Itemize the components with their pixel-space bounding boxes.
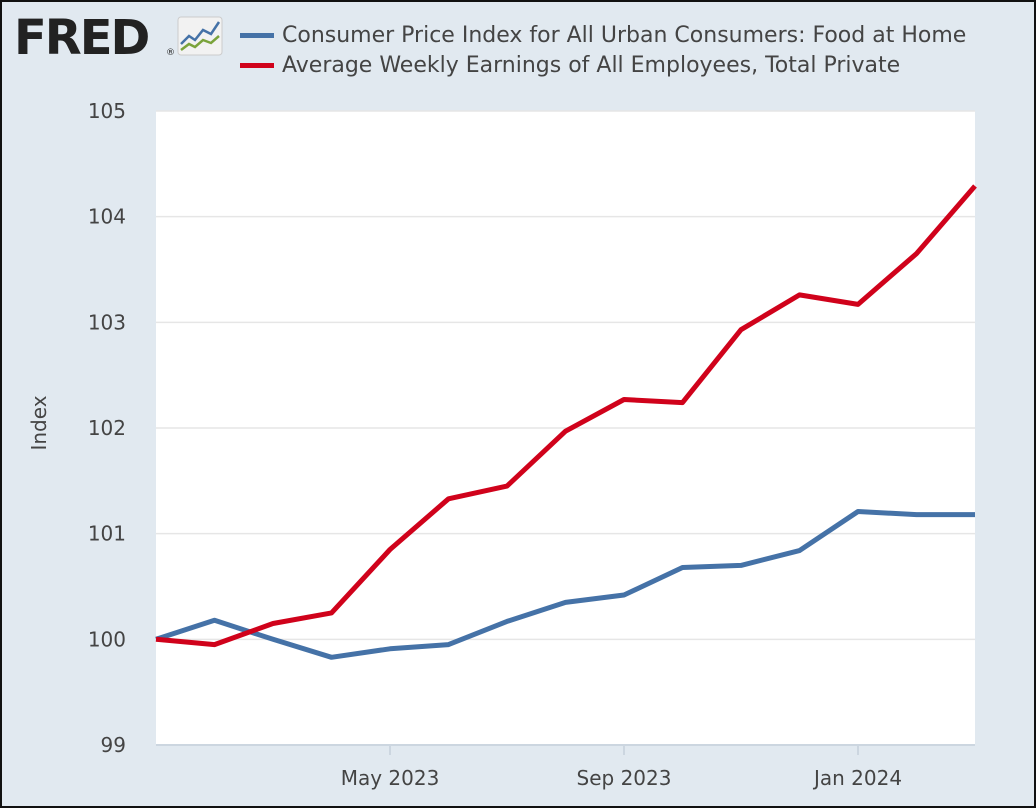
y-tick-label: 100	[88, 627, 126, 651]
y-tick-label: 105	[88, 99, 126, 123]
x-tick-label: Jan 2024	[812, 766, 902, 790]
series-line-earnings	[155, 184, 977, 648]
y-tick-label: 103	[88, 310, 126, 334]
trend-chart-icon	[177, 16, 223, 56]
legend-item-cpi[interactable]: Consumer Price Index for All Urban Consu…	[240, 20, 966, 50]
y-tick-label: 101	[88, 522, 126, 546]
y-tick-label: 102	[88, 416, 126, 440]
y-axis-title: Index	[27, 395, 51, 450]
logo-registered-mark: ®	[166, 48, 175, 58]
legend-label-cpi: Consumer Price Index for All Urban Consu…	[282, 22, 967, 48]
legend-label-earnings: Average Weekly Earnings of All Employees…	[282, 52, 901, 78]
y-tick-label: 99	[101, 733, 126, 757]
x-tick-label: Sep 2023	[577, 766, 672, 790]
logo-text: FRED	[14, 10, 150, 66]
legend-swatch-cpi	[240, 32, 274, 38]
chart-legend: Consumer Price Index for All Urban Consu…	[240, 20, 966, 80]
y-tick-label: 104	[88, 205, 126, 229]
legend-item-earnings[interactable]: Average Weekly Earnings of All Employees…	[240, 50, 966, 80]
series-line-cpi	[155, 509, 975, 660]
legend-swatch-earnings	[240, 62, 274, 68]
x-tick-label: May 2023	[341, 766, 440, 790]
